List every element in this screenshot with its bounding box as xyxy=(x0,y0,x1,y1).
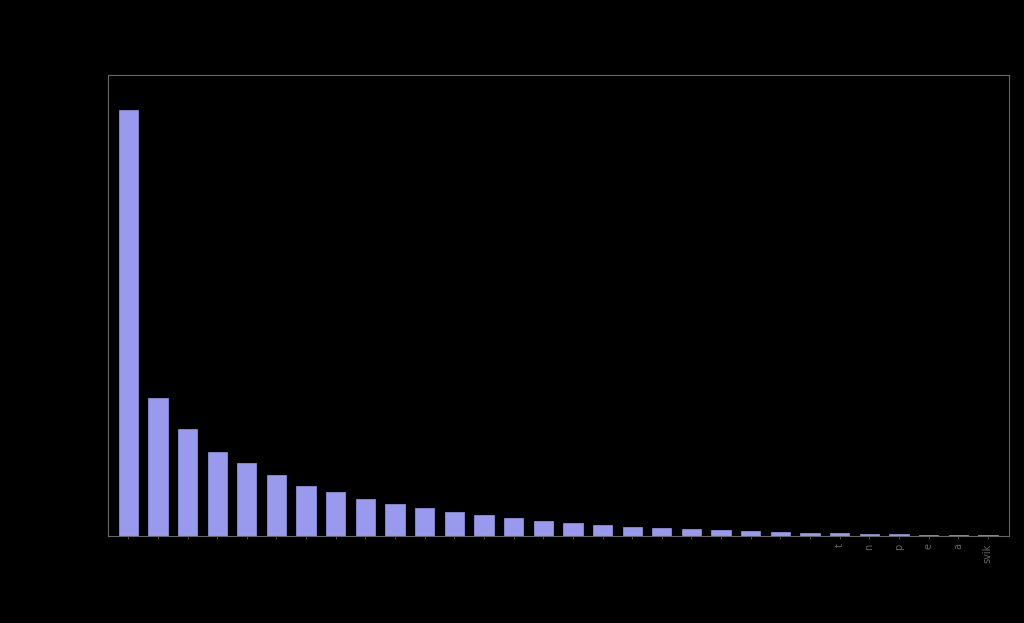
Bar xyxy=(208,452,227,536)
Bar xyxy=(948,535,968,536)
Bar xyxy=(355,498,375,536)
Bar xyxy=(178,429,198,536)
Bar xyxy=(148,398,168,536)
Bar xyxy=(593,525,612,536)
Bar xyxy=(860,534,879,536)
Bar xyxy=(444,512,464,536)
Bar xyxy=(801,533,819,536)
Bar xyxy=(682,530,701,536)
Bar xyxy=(504,518,523,536)
Bar xyxy=(474,515,494,536)
Bar xyxy=(712,530,731,536)
Bar xyxy=(830,533,849,536)
Bar xyxy=(889,534,908,536)
Bar xyxy=(771,532,791,536)
Bar xyxy=(119,110,138,536)
Bar xyxy=(534,521,553,536)
Bar xyxy=(326,492,345,536)
Bar xyxy=(563,523,583,536)
Bar xyxy=(741,531,761,536)
Bar xyxy=(297,486,315,536)
Bar xyxy=(623,527,642,536)
Bar xyxy=(919,535,938,536)
Bar xyxy=(385,504,404,536)
Bar xyxy=(652,528,672,536)
Bar xyxy=(267,475,286,536)
Bar xyxy=(238,463,256,536)
Bar xyxy=(415,508,434,536)
